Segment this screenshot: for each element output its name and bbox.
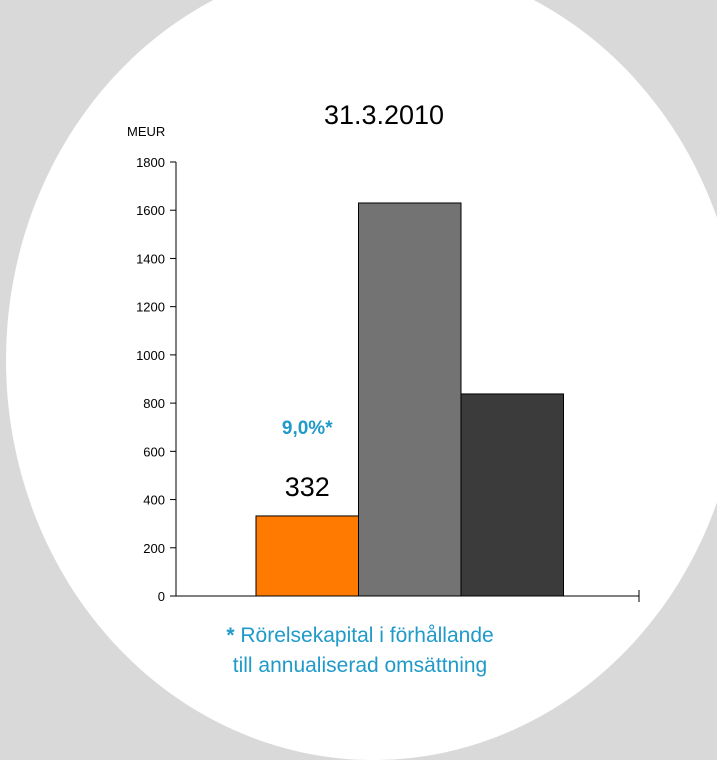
y-tick-label: 1000 — [136, 348, 165, 363]
y-tick-label: 1200 — [136, 300, 165, 315]
bars — [255, 202, 564, 597]
slide: 31.3.2010 MEUR 0 200 400 600 800 1000 1200 1400… — [6, 0, 717, 760]
chart-title: 31.3.2010 — [324, 100, 444, 130]
bar-1 — [255, 515, 359, 597]
y-tick-label: 600 — [143, 444, 165, 459]
footnote-star: * — [226, 624, 235, 647]
y-axis-label: MEUR — [127, 124, 165, 139]
bar-2 — [358, 202, 462, 597]
bar-chart: 31.3.2010 MEUR 0 200 400 600 800 1000 1200 1400… — [127, 100, 640, 604]
bar-annotation: 9,0%* — [282, 418, 333, 439]
y-tick-label: 400 — [143, 493, 165, 508]
y-tick-label: 800 — [143, 396, 165, 411]
y-tick-label: 1400 — [136, 251, 165, 266]
bar-value-label: 332 — [285, 472, 330, 502]
y-tick-label: 0 — [158, 589, 165, 604]
footnote: * Rörelsekapital i förhållande till annu… — [150, 621, 570, 681]
y-tick-label: 200 — [143, 541, 165, 556]
y-tick-label: 1800 — [136, 155, 165, 170]
footnote-line-1: Rörelsekapital i förhållande — [240, 624, 494, 647]
bar-3 — [460, 393, 564, 597]
y-axis-ticks: 0 200 400 600 800 1000 1200 1400 1600 1800 — [136, 155, 176, 604]
footnote-line-2: till annualiserad omsättning — [232, 654, 488, 677]
bar-annotations: 332 9,0%* — [282, 418, 333, 502]
y-tick-label: 1600 — [136, 203, 165, 218]
